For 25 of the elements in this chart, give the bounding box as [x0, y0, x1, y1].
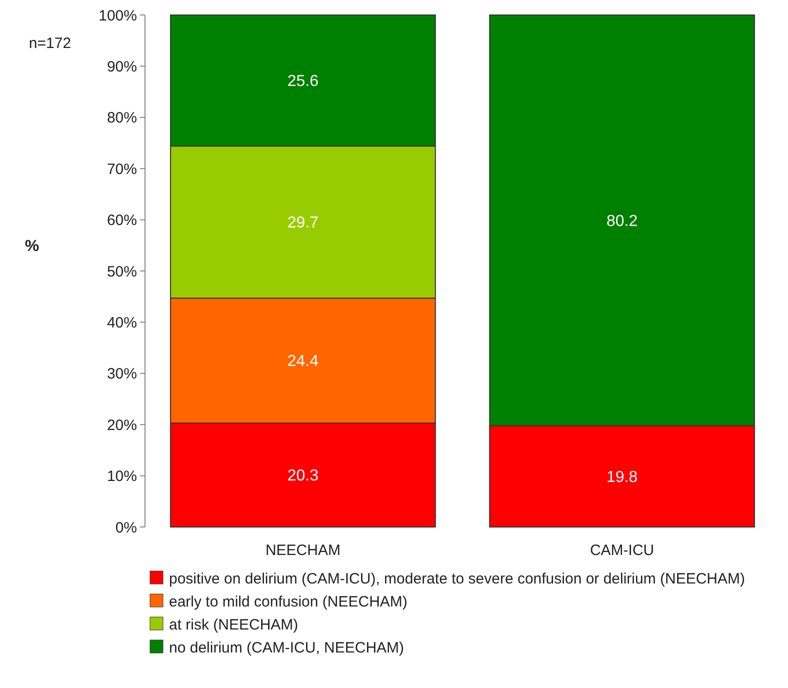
legend-label: no delirium (CAM-ICU, NEECHAM)	[169, 639, 404, 656]
legend-label: early to mild confusion (NEECHAM)	[169, 593, 408, 610]
data-label: 80.2	[606, 212, 638, 230]
data-label: 24.4	[287, 353, 319, 370]
data-label: 19.8	[606, 468, 638, 486]
y-tick-label: 40%	[106, 314, 137, 332]
y-tick-label: 90%	[106, 58, 137, 76]
y-tick-label: 50%	[106, 263, 137, 280]
y-tick-label: 60%	[106, 212, 137, 230]
y-tick-label: 10%	[106, 468, 137, 486]
y-axis-title: %	[24, 238, 40, 255]
data-label: 29.7	[287, 214, 319, 232]
y-tick-label: 80%	[106, 110, 137, 127]
y-tick-label: 30%	[106, 366, 137, 383]
y-tick-label: 20%	[106, 416, 137, 434]
y-tick-label: 70%	[106, 160, 137, 178]
text: n=172	[28, 35, 72, 52]
data-label: 25.6	[287, 73, 319, 90]
y-tick-label: 0%	[115, 519, 137, 536]
y-tick-label: 100%	[98, 7, 137, 24]
legend-label: at risk (NEECHAM)	[169, 616, 298, 634]
legend-label: positive on delirium (CAM-ICU), moderate to severe confusion or delirium (NEECHAM)	[169, 570, 746, 588]
data-label: 20.3	[287, 468, 319, 485]
x-tick-label: CAM-ICU	[590, 542, 654, 559]
x-tick-label: NEECHAM	[265, 542, 340, 559]
